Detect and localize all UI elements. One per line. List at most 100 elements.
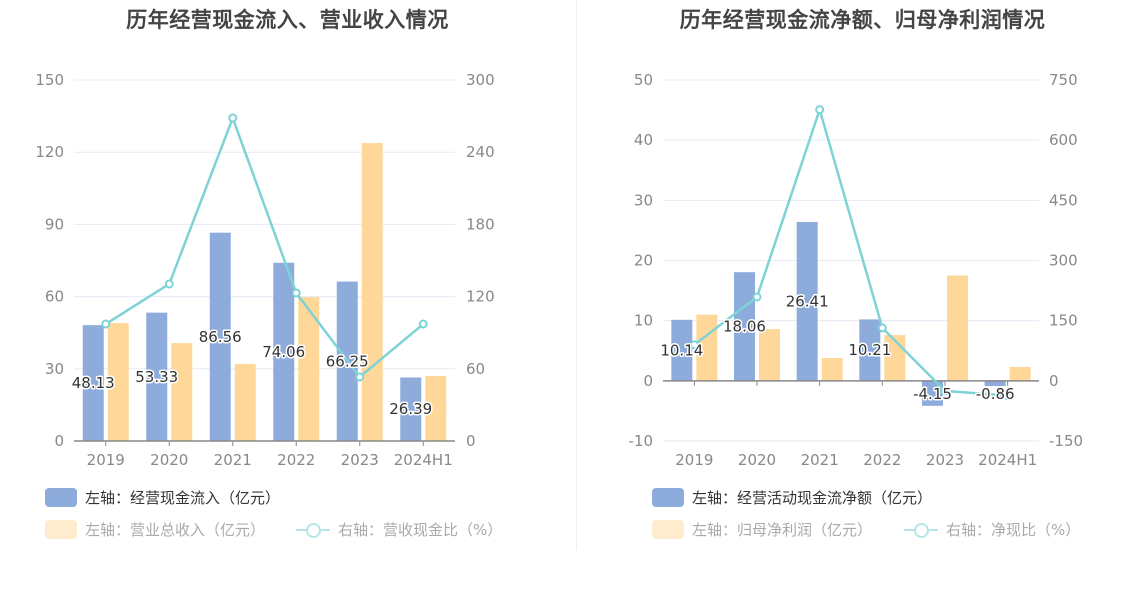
bar-series-1 [984, 380, 1006, 387]
line-point [228, 113, 238, 123]
data-label: 53.33 [135, 368, 178, 386]
legend-item-series-3[interactable]: 右轴：净现比（%） [904, 519, 1080, 540]
legend-item-series-3[interactable]: 右轴：营收现金比（%） [296, 519, 502, 540]
line-point [1003, 391, 1013, 401]
right-axis-tick-label: 0 [466, 432, 476, 450]
bar-series-2 [298, 297, 320, 441]
x-axis-tick-label: 2020 [738, 451, 776, 469]
chart-canvas: 0 30 60 90 120 150 0 60 120 180 240 300 2019 2020 2021… [35, 71, 495, 469]
legend-item-series-1[interactable]: 左轴：经营活动现金流净额（亿元） [652, 487, 932, 508]
line-point [418, 319, 428, 329]
bar-series-2 [1009, 366, 1031, 381]
x-axis-tick-label: 2020 [150, 451, 188, 469]
legend-label: 右轴：净现比（%） [946, 521, 1081, 539]
chart-title: 历年经营现金流净额、归母净利润情况 [679, 8, 1046, 32]
legend-swatch-bar-icon [45, 520, 77, 539]
left-axis-tick-label: 60 [45, 288, 64, 306]
bar-series-1 [734, 272, 755, 381]
chart-panel-operating-inflow: 历年经营现金流入、营业收入情况 0 30 60 90 120 150 0 60 120 180 24… [0, 0, 575, 550]
x-axis-tick-label: 2023 [341, 451, 379, 469]
data-label: -4.15 [913, 385, 952, 403]
legend-item-series-1[interactable]: 左轴：经营现金流入（亿元） [45, 487, 280, 508]
left-axis-tick-label: 150 [35, 71, 64, 89]
right-axis-tick-label: 600 [1049, 131, 1078, 149]
bar-series-2 [361, 143, 383, 441]
bar-series-1 [146, 312, 168, 441]
x-axis-tick-label: 2023 [926, 451, 964, 469]
legend-label: 左轴：经营活动现金流净额（亿元） [692, 489, 933, 507]
x-axis-tick-label: 2024H1 [394, 451, 453, 469]
right-axis-tick-label: 60 [466, 360, 485, 378]
left-axis-tick-label: 40 [634, 131, 653, 149]
data-label: 18.06 [723, 318, 766, 336]
left-axis-tick-label: 50 [634, 71, 653, 89]
left-axis-tick-label: 0 [54, 432, 64, 450]
x-axis-tick-label: 2024H1 [978, 451, 1037, 469]
right-axis-tick-label: 120 [466, 288, 495, 306]
line-point [877, 323, 887, 333]
legend-label: 左轴：经营现金流入（亿元） [85, 489, 281, 507]
legend-swatch-line-icon [904, 522, 938, 538]
bar-series-1 [82, 325, 104, 441]
x-axis-tick-label: 2019 [675, 451, 713, 469]
legend-item-series-2[interactable]: 左轴：归母净利润（亿元） [652, 519, 872, 540]
left-axis-tick-label: -10 [629, 432, 654, 450]
legend-swatch-bar-icon [45, 488, 77, 507]
data-label: 26.39 [389, 400, 432, 418]
right-axis-tick-label: 750 [1049, 71, 1078, 89]
data-label: 10.21 [848, 341, 891, 359]
bar-series-1 [922, 380, 943, 406]
legend-item-series-2[interactable]: 左轴：营业总收入（亿元） [45, 519, 265, 540]
right-axis-tick-label: 300 [466, 71, 495, 89]
left-axis-tick-label: 20 [634, 252, 653, 270]
left-axis-tick-label: 0 [643, 372, 653, 390]
data-label: 10.14 [660, 341, 703, 359]
bar-series-2 [947, 275, 968, 381]
bar-series-2 [425, 376, 447, 441]
bar-series-2 [171, 343, 193, 441]
bar-series-1 [209, 232, 231, 441]
right-axis-tick-label: 300 [1049, 252, 1078, 270]
bar-series-2 [759, 329, 780, 381]
line-point [752, 292, 762, 302]
line-point [164, 279, 174, 289]
line-point [689, 340, 699, 350]
left-axis-tick-label: 30 [634, 191, 653, 209]
line-point [101, 319, 111, 329]
legend-swatch-bar-icon [652, 520, 684, 539]
chart-panel-net-cashflow: 历年经营现金流净额、归母净利润情况 -10 0 10 20 30 40 50 -150 0 150… [576, 0, 1147, 550]
x-axis-tick-label: 2022 [277, 451, 315, 469]
data-label: 66.25 [326, 352, 369, 370]
legend-swatch-bar-icon [652, 488, 684, 507]
x-axis-tick-label: 2019 [87, 451, 125, 469]
right-axis-tick-label: 0 [1049, 372, 1059, 390]
chart-canvas: -10 0 10 20 30 40 50 -150 0 150 300 450 600 750 2019 20… [629, 71, 1084, 469]
right-axis-tick-label: 450 [1049, 191, 1078, 209]
line-point [291, 288, 301, 298]
right-axis-tick-label: 180 [466, 215, 495, 233]
bar-series-1 [796, 221, 818, 381]
line-series-3 [105, 114, 425, 379]
line-point [940, 386, 950, 396]
line-point [815, 105, 825, 115]
bar-series-2 [107, 323, 129, 441]
data-label: 26.41 [786, 292, 829, 310]
left-axis-tick-label: 90 [45, 215, 64, 233]
legend-label: 右轴：营收现金比（%） [338, 521, 503, 539]
data-label: 74.06 [262, 343, 305, 361]
left-axis-tick-label: 30 [45, 360, 64, 378]
legend-swatch-line-icon [296, 522, 330, 538]
line-point [355, 372, 365, 382]
bar-series-1 [400, 377, 422, 441]
bar-series-1 [671, 319, 693, 381]
bar-series-1 [859, 319, 881, 381]
left-axis-tick-label: 120 [35, 143, 64, 161]
left-axis-tick-label: 10 [634, 312, 653, 330]
data-label: 48.13 [72, 374, 115, 392]
x-axis-tick-label: 2021 [214, 451, 252, 469]
right-axis-tick-label: 150 [1049, 312, 1078, 330]
data-label: -0.86 [976, 385, 1015, 403]
x-axis-tick-label: 2021 [801, 451, 839, 469]
chart-title: 历年经营现金流入、营业收入情况 [126, 8, 449, 32]
line-series-3 [693, 105, 1008, 397]
